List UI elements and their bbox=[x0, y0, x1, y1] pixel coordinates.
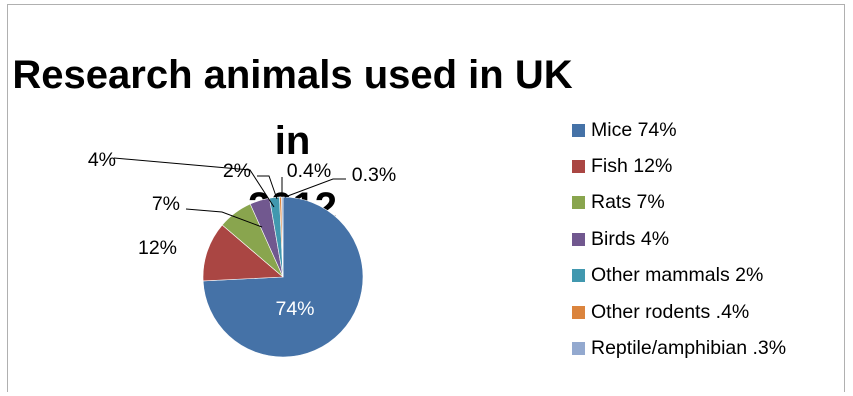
legend-item: Rats 7% bbox=[572, 191, 665, 215]
legend-label: Mice 74% bbox=[591, 118, 677, 141]
pie-slice-reptileamphibian bbox=[281, 196, 284, 278]
data-label: 4% bbox=[88, 149, 116, 171]
data-label: 0.4% bbox=[287, 160, 331, 182]
legend-label: Fish 12% bbox=[591, 154, 673, 177]
legend-item: Birds 4% bbox=[572, 227, 669, 251]
leader-line bbox=[284, 178, 346, 198]
data-label: 74% bbox=[275, 298, 314, 320]
leader-line bbox=[257, 175, 278, 200]
chart-title-line-1: Research animals used in UK in bbox=[12, 53, 573, 163]
legend-swatch bbox=[572, 269, 585, 283]
legend-label: Other mammals 2% bbox=[591, 264, 764, 287]
data-label: 0.3% bbox=[352, 164, 396, 186]
legend-swatch bbox=[572, 232, 585, 246]
legend-swatch bbox=[572, 341, 585, 355]
legend-swatch bbox=[572, 305, 585, 319]
legend-label: Birds 4% bbox=[591, 227, 670, 250]
data-label: 7% bbox=[152, 193, 180, 215]
legend-swatch bbox=[572, 159, 585, 173]
legend-label: Other rodents .4% bbox=[591, 300, 750, 323]
legend-swatch bbox=[572, 196, 585, 210]
pie-slice-fish bbox=[202, 224, 284, 282]
legend-item: Other rodents .4% bbox=[572, 300, 749, 324]
legend-swatch bbox=[572, 123, 585, 137]
legend-item: Reptile/amphibian .3% bbox=[572, 336, 786, 360]
leader-line bbox=[113, 157, 275, 208]
legend-item: Other mammals 2% bbox=[572, 264, 763, 288]
data-label: 2% bbox=[223, 160, 251, 182]
legend-label: Rats 7% bbox=[591, 191, 665, 214]
legend-item: Fish 12% bbox=[572, 154, 672, 178]
legend-item: Mice 74% bbox=[572, 118, 677, 142]
legend-label: Reptile/amphibian .3% bbox=[591, 336, 787, 359]
chart-frame bbox=[7, 4, 845, 392]
leader-line bbox=[185, 208, 263, 228]
pie-slices bbox=[202, 196, 364, 358]
data-label: 12% bbox=[138, 237, 177, 259]
